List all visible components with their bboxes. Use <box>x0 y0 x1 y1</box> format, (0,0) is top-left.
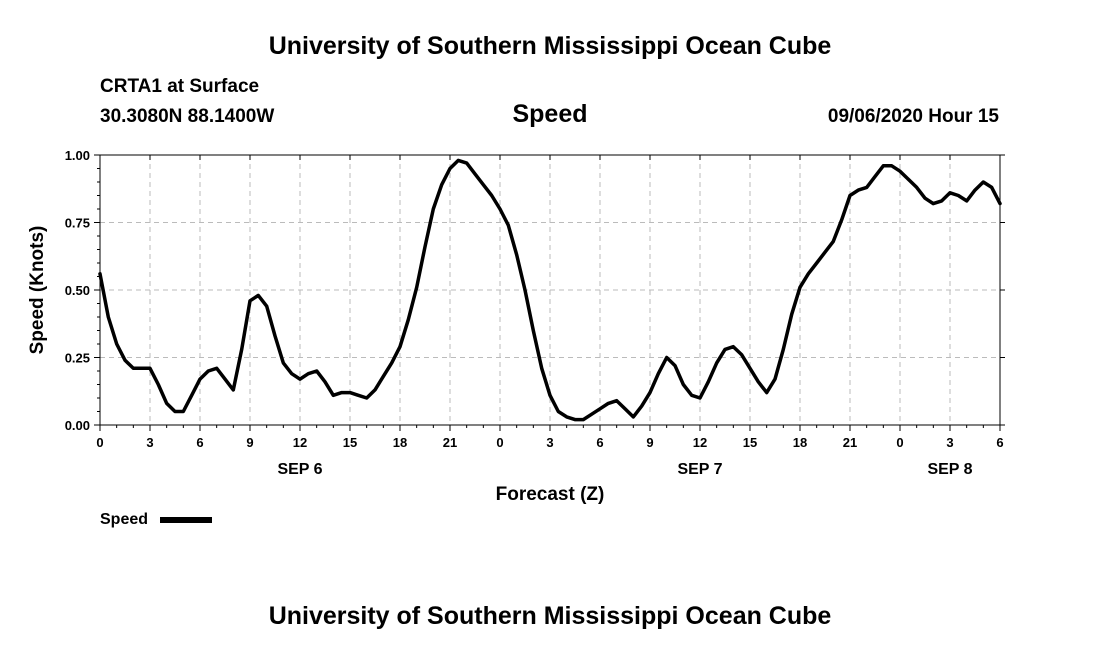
y-tick-label: 0.00 <box>65 418 90 433</box>
forecast-datetime: 09/06/2020 Hour 15 <box>827 106 999 127</box>
series-line-speed <box>98 158 1002 422</box>
station-name: CRTA1 at Surface <box>100 76 260 97</box>
station-coords: 30.3080N 88.1400W <box>100 106 275 127</box>
x-tick-label: 9 <box>246 435 253 450</box>
x-tick-label: 21 <box>443 435 457 450</box>
x-tick-label: 3 <box>546 435 553 450</box>
axes <box>94 154 1005 431</box>
x-tick-label: 12 <box>693 435 707 450</box>
x-tick-label: 12 <box>293 435 307 450</box>
x-tick-label: 18 <box>793 435 807 450</box>
x-tick-label: 0 <box>96 435 103 450</box>
series-layer <box>98 158 1002 422</box>
x-tick-label: 6 <box>196 435 203 450</box>
x-tick-label: 0 <box>496 435 503 450</box>
y-axis-label: Speed (Knots) <box>27 226 48 355</box>
x-axis-label: Forecast (Z) <box>496 484 605 505</box>
x-tick-label: 3 <box>146 435 153 450</box>
x-tick-label: 15 <box>343 435 357 450</box>
chart-title: Speed <box>512 100 588 128</box>
x-tick-label: 9 <box>646 435 653 450</box>
y-tick-label: 0.25 <box>65 351 90 366</box>
top-title: University of Southern Mississippi Ocean… <box>268 32 832 60</box>
date-label: SEP 7 <box>677 461 722 478</box>
date-label: SEP 8 <box>927 461 972 478</box>
plot-frame <box>99 154 1001 426</box>
tick-labels: 0 3 6 9 12 15 18 21 0 3 6 9 12 15 18 21 0 3 6 0.00 0.25 0.50 0… <box>65 148 1004 478</box>
y-tick-label: 0.75 <box>65 216 90 231</box>
bottom-title: University of Southern Mississippi Ocean… <box>268 602 832 630</box>
y-tick-label: 1.00 <box>65 148 90 163</box>
x-tick-label: 18 <box>393 435 407 450</box>
y-tick-label: 0.50 <box>65 283 90 298</box>
x-tick-label: 6 <box>996 435 1003 450</box>
date-label: SEP 6 <box>277 461 322 478</box>
x-tick-label: 21 <box>843 435 857 450</box>
x-tick-label: 3 <box>946 435 953 450</box>
x-tick-label: 6 <box>596 435 603 450</box>
x-tick-label: 15 <box>743 435 757 450</box>
legend-label: Speed <box>100 511 148 528</box>
x-tick-label: 0 <box>896 435 903 450</box>
